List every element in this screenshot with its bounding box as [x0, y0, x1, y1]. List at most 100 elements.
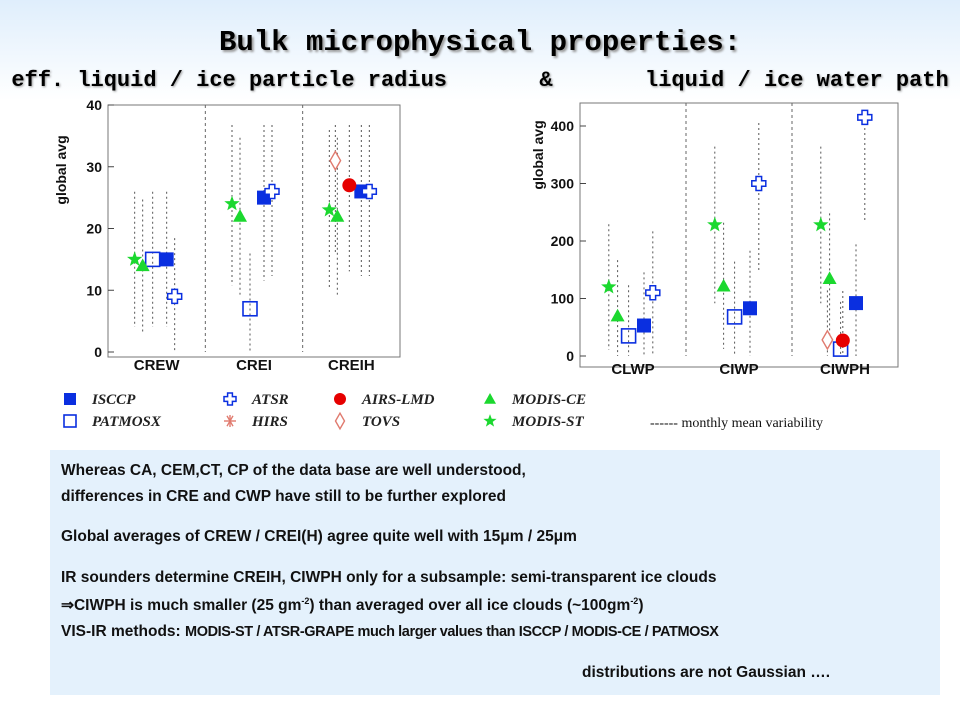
point-modis-st	[224, 195, 240, 211]
point-patmosx	[242, 300, 258, 317]
slide-subtitle: eff. liquid / ice particle radius & liqu…	[0, 68, 960, 93]
x-categories-left: CREW CREI CREIH	[134, 357, 375, 374]
point-modis-ce	[822, 271, 837, 284]
point-atsr	[264, 183, 280, 200]
point-isccp	[743, 301, 757, 316]
category-dividers-left	[204, 105, 304, 352]
x-category-label: CREIH	[328, 357, 375, 374]
plot-frame-right	[579, 102, 899, 368]
note-line-4: IR sounders determine CREIH, CIWPH only …	[61, 569, 717, 586]
subtitle-left: eff. liquid / ice particle radius	[11, 68, 447, 93]
point-atsr	[361, 183, 378, 200]
modis-st-marker-icon	[483, 414, 497, 427]
legend-label: ISCCP	[91, 392, 136, 408]
point-patmosx	[726, 309, 743, 325]
legend: ISCCP PATMOSX ATSR HIRS AIRS-LMD TOVS MODIS-CE…	[63, 392, 586, 431]
point-atsr	[645, 285, 661, 301]
legend-item-atsr: ATSR	[223, 392, 289, 408]
x-category-label: CIWP	[719, 361, 758, 378]
y-ticks-left: 0 10 20 30 40	[86, 97, 114, 360]
y-axis-label-right: global avg	[530, 120, 546, 189]
variability-note: ------ monthly mean variability	[650, 416, 823, 431]
point-patmosx	[144, 251, 161, 268]
note-5-sup2: -2	[630, 596, 639, 606]
subtitle-ampersand: &	[539, 68, 553, 93]
legend-item-airs-lmd: AIRS-LMD	[334, 392, 435, 408]
hirs-marker-icon	[224, 415, 236, 427]
note-line-3: Global averages of CREW / CREI(H) agree …	[61, 528, 577, 545]
y-tick-label: 200	[551, 233, 575, 249]
y-tick-label: 0	[94, 344, 102, 360]
category-dividers-right	[685, 103, 793, 356]
y-tick-label: 20	[86, 221, 102, 237]
airs-lmd-marker-icon	[334, 393, 346, 405]
point-modis-st	[813, 216, 829, 232]
legend-box	[50, 390, 610, 438]
note-5-pre: ⇒CIWPH is much smaller (25 gm	[61, 597, 302, 615]
legend-label: PATMOSX	[92, 414, 162, 430]
legend-item-patmosx: PATMOSX	[63, 414, 162, 430]
legend-label: HIRS	[251, 414, 288, 430]
legend-label: MODIS-CE	[511, 392, 586, 408]
plot-frame-left	[107, 104, 401, 358]
legend-label: AIRS-LMD	[361, 392, 435, 408]
y-tick-label: 400	[551, 118, 575, 134]
legend-item-hirs: HIRS	[224, 414, 288, 430]
y-tick-label: 300	[551, 176, 575, 192]
x-category-label: CLWP	[611, 361, 654, 378]
slide-title: Bulk microphysical properties:	[218, 26, 742, 59]
chart-left: 0 10 20 30 40 CREW CREI CREIH global avg	[53, 97, 401, 374]
legend-item-modis-ce: MODIS-CE	[484, 392, 586, 408]
y-tick-label: 0	[566, 348, 574, 364]
point-isccp	[159, 252, 174, 267]
tovs-marker-icon	[334, 411, 346, 431]
isccp-marker-icon	[64, 393, 76, 405]
legend-label: ATSR	[251, 392, 289, 408]
point-modis-st	[601, 278, 617, 294]
point-airs-lmd	[835, 333, 850, 348]
y-axis-label-left: global avg	[53, 135, 69, 204]
legend-item-modis-st: MODIS-ST	[483, 414, 585, 430]
modis-ce-marker-icon	[484, 393, 496, 404]
note-line-1: Whereas CA, CEM,CT, CP of the data base …	[61, 462, 526, 479]
patmosx-marker-icon	[63, 414, 77, 428]
y-ticks-right: 0 100 200 300 400	[551, 118, 586, 364]
legend-label: MODIS-ST	[511, 414, 585, 430]
y-tick-label: 40	[86, 97, 102, 113]
note-5-sup1: -2	[301, 596, 310, 606]
point-atsr	[751, 175, 767, 192]
note-line-7: distributions are not Gaussian ….	[582, 664, 831, 681]
point-airs-lmd	[342, 178, 357, 193]
legend-item-tovs: TOVS	[334, 411, 400, 431]
point-atsr	[166, 288, 183, 305]
point-tovs	[821, 329, 834, 351]
data-points-right	[601, 109, 873, 357]
x-category-label: CREW	[134, 357, 181, 374]
point-isccp	[849, 296, 863, 311]
notes-box: Whereas CA, CEM,CT, CP of the data base …	[50, 450, 940, 695]
point-patmosx	[620, 328, 637, 344]
subtitle-right: liquid / ice water path	[645, 68, 949, 93]
point-modis-st	[127, 251, 143, 266]
legend-item-isccp: ISCCP	[64, 392, 136, 408]
point-atsr	[857, 109, 873, 126]
data-points-left	[127, 150, 378, 317]
point-modis-st	[321, 201, 337, 217]
atsr-marker-icon	[223, 392, 237, 406]
note-5-mid: ) than averaged over all ice clouds (~10…	[309, 597, 631, 615]
point-modis-ce	[610, 308, 625, 322]
note-line-6: VIS-IR methods: MODIS-ST / ATSR-GRAPE mu…	[61, 623, 719, 641]
note-line-2: differences in CRE and CWP have still to…	[61, 488, 506, 505]
note-6-methods: MODIS-ST / ATSR-GRAPE much larger values…	[185, 624, 719, 640]
x-category-label: CREI	[236, 357, 272, 374]
legend-label: TOVS	[362, 414, 400, 430]
note-6-pre: VIS-IR methods:	[61, 623, 186, 640]
y-tick-label: 100	[551, 291, 575, 307]
x-categories-right: CLWP CIWP CIWPH	[611, 361, 870, 378]
point-modis-ce	[233, 209, 247, 222]
y-tick-label: 30	[86, 159, 102, 175]
point-isccp	[637, 318, 651, 333]
x-category-label: CIWPH	[820, 361, 870, 378]
y-tick-label: 10	[86, 282, 102, 298]
